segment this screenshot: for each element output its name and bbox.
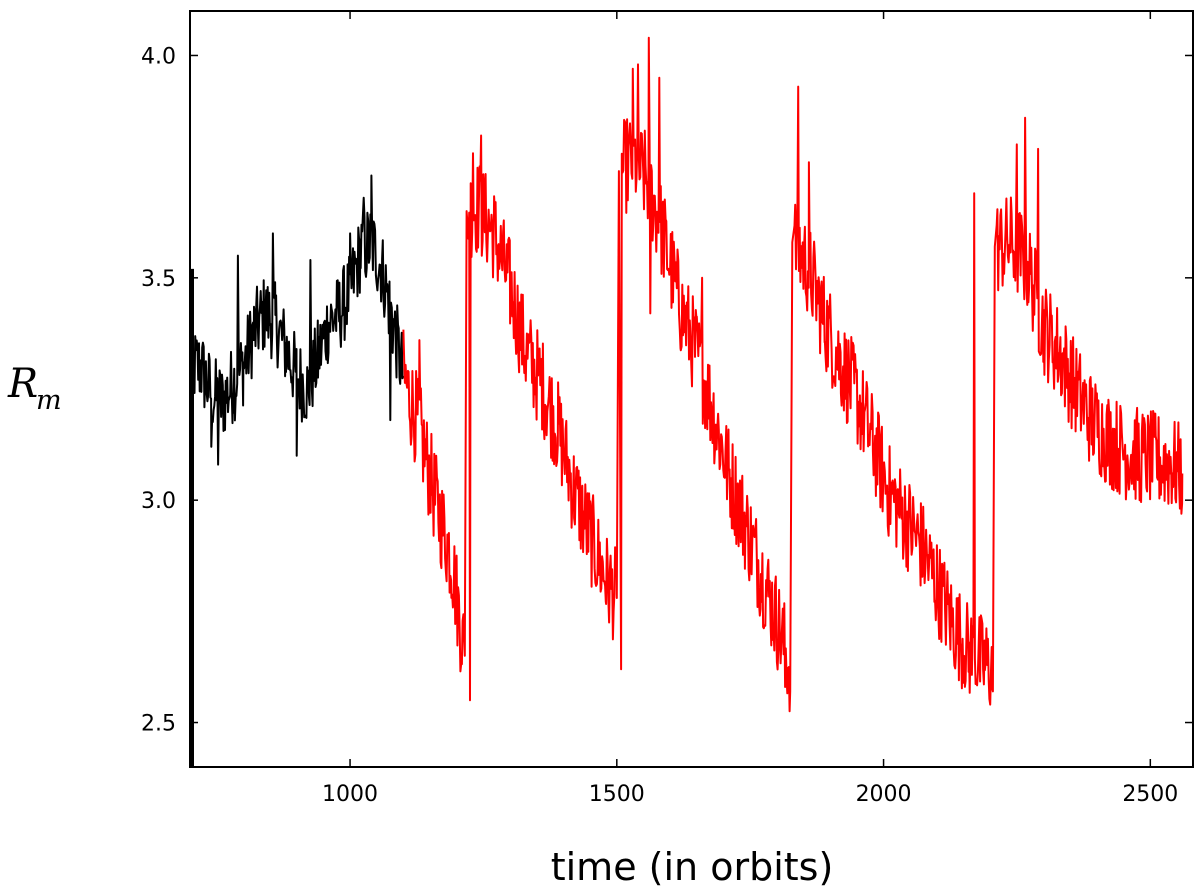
y-axis-label: R m (7, 361, 62, 416)
y-tick-label: 2.5 (141, 712, 176, 737)
x-tick-label: 2500 (1122, 782, 1178, 807)
x-axis-label: time (in orbits) (551, 845, 834, 889)
x-tick-label: 1500 (589, 782, 645, 807)
series-layer (190, 36, 1184, 767)
y-axis-label-main: R (7, 361, 38, 407)
x-tick-label: 1000 (322, 782, 378, 807)
x-tick-label: 2000 (856, 782, 912, 807)
y-tick-label: 3.5 (141, 267, 176, 292)
series-line-red (402, 36, 1184, 713)
plot-frame (189, 10, 1194, 768)
y-axis-label-subscript: m (36, 385, 62, 416)
ticks-layer: 1000 1500 2000 2500 2.5 3.0 3.5 4.0 (141, 11, 1193, 807)
y-tick-label: 3.0 (141, 489, 176, 514)
series-line-black (190, 174, 405, 466)
y-tick-label: 4.0 (141, 44, 176, 69)
